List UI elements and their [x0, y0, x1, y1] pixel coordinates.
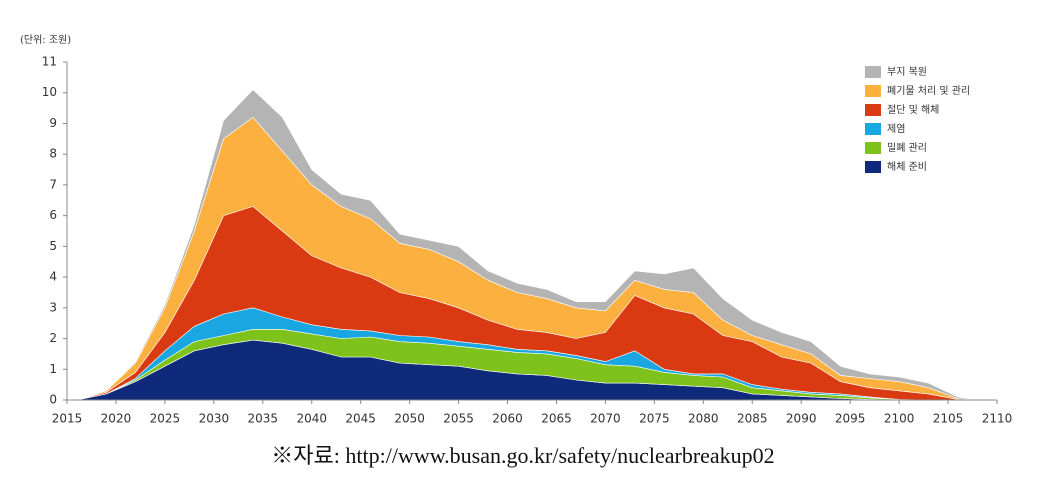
x-tick-label: 2060 — [492, 412, 523, 426]
x-tick-label: 2095 — [835, 412, 866, 426]
x-tick-label: 2055 — [443, 412, 474, 426]
y-tick-label: 4 — [49, 270, 57, 284]
legend-label: 제염 — [887, 123, 905, 135]
x-tick-label: 2070 — [590, 412, 621, 426]
legend-swatch — [865, 161, 881, 173]
x-tick-label: 2050 — [394, 412, 425, 426]
legend-swatch — [865, 104, 881, 116]
x-tick-label: 2080 — [688, 412, 719, 426]
y-tick-label: 3 — [49, 300, 57, 314]
legend-swatch — [865, 85, 881, 97]
y-tick-label: 8 — [49, 147, 57, 161]
legend-label: 부지 복원 — [887, 66, 927, 78]
x-tick-label: 2105 — [933, 412, 964, 426]
x-tick-label: 2030 — [199, 412, 230, 426]
y-tick-label: 7 — [49, 177, 57, 191]
x-tick-label: 2065 — [541, 412, 572, 426]
unit-label: (단위: 조원) — [20, 33, 71, 46]
x-tick-label: 2025 — [150, 412, 181, 426]
legend-label: 밀폐 관리 — [887, 142, 927, 154]
y-tick-label: 11 — [42, 55, 57, 69]
y-tick-label: 0 — [49, 393, 57, 407]
y-tick-label: 9 — [49, 116, 57, 130]
source-note: ※자료: http://www.busan.go.kr/safety/nucle… — [271, 443, 774, 468]
y-tick-label: 10 — [42, 85, 57, 99]
x-tick-label: 2015 — [52, 412, 83, 426]
x-tick-label: 2090 — [786, 412, 817, 426]
y-tick-label: 2 — [49, 331, 57, 345]
x-tick-label: 2110 — [982, 412, 1013, 426]
y-tick-label: 5 — [49, 239, 57, 253]
legend-swatch — [865, 66, 881, 78]
x-tick-label: 2040 — [296, 412, 327, 426]
x-tick-label: 2035 — [248, 412, 279, 426]
y-tick-label: 6 — [49, 208, 57, 222]
x-tick-label: 2085 — [737, 412, 768, 426]
legend-label: 폐기물 처리 및 관리 — [887, 85, 970, 97]
y-tick-label: 1 — [49, 362, 57, 376]
legend-label: 해체 준비 — [887, 160, 927, 173]
x-tick-label: 2075 — [639, 412, 670, 426]
x-tick-label: 2045 — [345, 412, 376, 426]
legend-label: 절단 및 해체 — [887, 103, 939, 116]
x-tick-label: 2020 — [101, 412, 132, 426]
x-tick-label: 2100 — [884, 412, 915, 426]
legend-swatch — [865, 123, 881, 135]
legend-swatch — [865, 142, 881, 154]
